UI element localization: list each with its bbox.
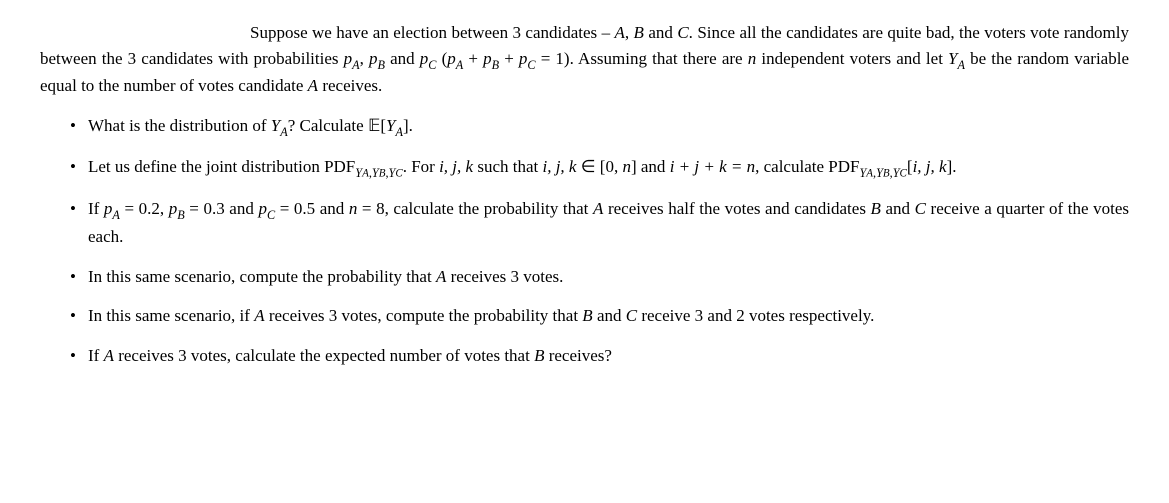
text: receives 3 votes. xyxy=(446,267,563,286)
text: In this same scenario, if xyxy=(88,306,254,325)
pc-sub: C xyxy=(267,208,275,222)
ya-sub: A xyxy=(280,125,287,139)
pdf-sub-b: B xyxy=(883,168,890,180)
text: What is the distribution of xyxy=(88,116,271,135)
sum-eq: i + j + k = n xyxy=(670,157,755,176)
sep: , xyxy=(625,23,634,42)
pdf-sub-y: Y xyxy=(355,166,362,180)
prob-a: p xyxy=(344,49,353,68)
prob-b-sub: B xyxy=(378,58,385,72)
cand-b: B xyxy=(534,346,544,365)
text: If xyxy=(88,199,104,218)
ya-sub: A xyxy=(395,125,402,139)
pb-sub: B xyxy=(177,208,184,222)
val: = 8, calculate the probability that xyxy=(357,199,593,218)
intro-paragraph: Suppose we have an election between 3 ca… xyxy=(40,20,1129,99)
text: receives 3 votes, compute the probabilit… xyxy=(265,306,583,325)
n-var: n xyxy=(748,49,757,68)
pdf-sub-c: C xyxy=(395,168,402,180)
eq-pa: p xyxy=(447,49,456,68)
text: receive 3 and 2 votes respectively. xyxy=(637,306,874,325)
expectation-symbol: 𝔼 xyxy=(368,116,380,135)
pdf-sub-y: Y xyxy=(372,166,379,180)
pc: p xyxy=(258,199,267,218)
ya-var: Y xyxy=(948,49,957,68)
text: receives? xyxy=(544,346,611,365)
text: ? Calculate xyxy=(288,116,368,135)
text: such that xyxy=(473,157,542,176)
ijk: i, j, k xyxy=(542,157,576,176)
text: and xyxy=(881,199,915,218)
text: ] and xyxy=(631,157,670,176)
bullet-1: What is the distribution of YA? Calculat… xyxy=(70,113,1129,141)
candidate-b: B xyxy=(634,23,644,42)
plus: + xyxy=(463,49,483,68)
prob-c-sub: C xyxy=(428,58,436,72)
sep: and xyxy=(644,23,677,42)
text: If xyxy=(88,346,104,365)
text: . For xyxy=(403,157,439,176)
prob-b: p xyxy=(369,49,378,68)
ijk: i, j, k xyxy=(439,157,473,176)
bullet-3: If pA = 0.2, pB = 0.3 and pC = 0.5 and n… xyxy=(70,196,1129,249)
text: Let us define the joint distribution xyxy=(88,157,324,176)
pdf-sub-y: Y xyxy=(876,166,883,180)
cand-a: A xyxy=(254,306,264,325)
eq-pb: p xyxy=(483,49,492,68)
eq-pc-sub: C xyxy=(527,58,535,72)
text: receives 3 votes, calculate the expected… xyxy=(114,346,534,365)
val: = 0.3 and xyxy=(185,199,259,218)
intro-text: Suppose we have an election between 3 ca… xyxy=(250,23,614,42)
text: ( xyxy=(436,49,447,68)
text: In this same scenario, compute the proba… xyxy=(88,267,436,286)
pdf-sub-c: C xyxy=(900,168,907,180)
pdf-label: PDF xyxy=(828,157,859,176)
cand-b: B xyxy=(871,199,881,218)
plus: + xyxy=(499,49,519,68)
bullet-4: In this same scenario, compute the proba… xyxy=(70,264,1129,290)
pdf-sub-a: A xyxy=(362,168,369,180)
text: = 1). Assuming that there are xyxy=(536,49,748,68)
cand-c: C xyxy=(626,306,637,325)
n-var: n xyxy=(622,157,631,176)
pb: p xyxy=(169,199,178,218)
eq-pa-sub: A xyxy=(456,58,463,72)
in-range: ∈ [0, xyxy=(576,157,622,176)
sep: , xyxy=(360,49,369,68)
text: , calculate xyxy=(755,157,828,176)
bullet-2: Let us define the joint distribution PDF… xyxy=(70,154,1129,182)
text: independent voters and let xyxy=(756,49,948,68)
text: and xyxy=(385,49,420,68)
bullet-5: In this same scenario, if A receives 3 v… xyxy=(70,303,1129,329)
eq-pb-sub: B xyxy=(492,58,499,72)
bracket: ]. xyxy=(947,157,957,176)
question-list: What is the distribution of YA? Calculat… xyxy=(40,113,1129,368)
ya-sub: A xyxy=(958,58,965,72)
cand-a: A xyxy=(436,267,446,286)
pdf-sub-y: Y xyxy=(893,166,900,180)
candidate-a: A xyxy=(614,23,624,42)
cand-a: A xyxy=(593,199,603,218)
candidate-a: A xyxy=(308,76,318,95)
ya: Y xyxy=(271,116,280,135)
pdf-sub-y: Y xyxy=(859,166,866,180)
bullet-6: If A receives 3 votes, calculate the exp… xyxy=(70,343,1129,369)
bracket: ]. xyxy=(403,116,413,135)
cand-a: A xyxy=(104,346,114,365)
pa-sub: A xyxy=(112,208,119,222)
candidate-c: C xyxy=(677,23,688,42)
ijk: i, j, k xyxy=(913,157,947,176)
val: = 0.2, xyxy=(120,199,169,218)
pdf-sub-a: A xyxy=(866,168,873,180)
text: receives. xyxy=(318,76,382,95)
cand-c: C xyxy=(915,199,926,218)
pdf-label: PDF xyxy=(324,157,355,176)
prob-a-sub: A xyxy=(352,58,359,72)
text: and xyxy=(593,306,626,325)
text: receives half the votes and candidates xyxy=(603,199,870,218)
cand-b: B xyxy=(582,306,592,325)
pdf-sub-y: Y xyxy=(389,166,396,180)
val: = 0.5 and xyxy=(275,199,349,218)
